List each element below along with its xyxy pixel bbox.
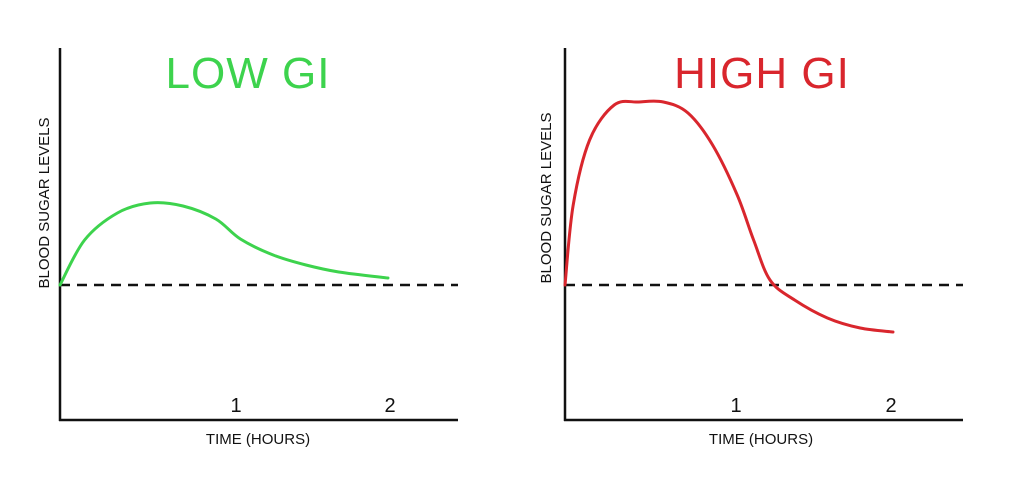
high-gi-title: HIGH GI <box>674 49 850 98</box>
high-gi-x-label: TIME (HOURS) <box>709 431 813 448</box>
low-gi-title: LOW GI <box>166 49 331 98</box>
low-gi-tick-1: 1 <box>230 395 241 417</box>
high-gi-tick-1: 1 <box>730 395 741 417</box>
high-gi-tick-2: 2 <box>885 395 896 417</box>
low-gi-curve <box>58 201 390 287</box>
high-gi-panel: HIGH GI 1 2 TIME (HOURS) BLOOD SUGAR LEV… <box>538 48 963 448</box>
low-gi-tick-2: 2 <box>384 395 395 417</box>
high-gi-curve <box>563 99 895 334</box>
low-gi-y-label: BLOOD SUGAR LEVELS <box>36 118 53 289</box>
low-gi-x-label: TIME (HOURS) <box>206 431 310 448</box>
high-gi-y-label: BLOOD SUGAR LEVELS <box>538 113 555 284</box>
low-gi-panel: LOW GI 1 2 TIME (HOURS) BLOOD SUGAR LEVE… <box>36 48 458 448</box>
